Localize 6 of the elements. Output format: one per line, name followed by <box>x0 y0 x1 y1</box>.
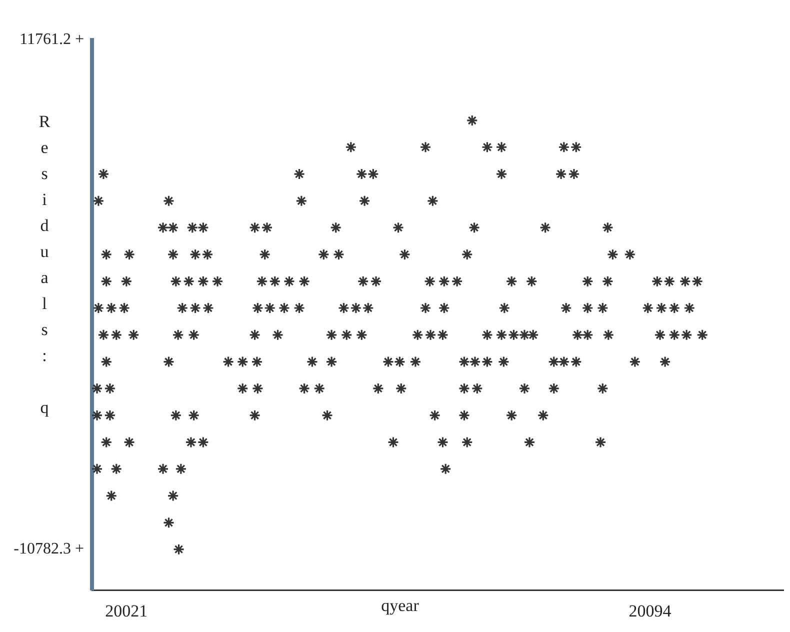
x-axis-title: qyear <box>380 596 420 616</box>
y-tick-label: -10782.3 + <box>14 540 84 558</box>
x-tick-label: 20094 <box>628 602 672 621</box>
x-tick-label: 20021 <box>105 602 148 621</box>
y-axis-title: Residuals: q <box>34 112 54 426</box>
y-tick-label: 11761.2 + <box>20 31 84 48</box>
